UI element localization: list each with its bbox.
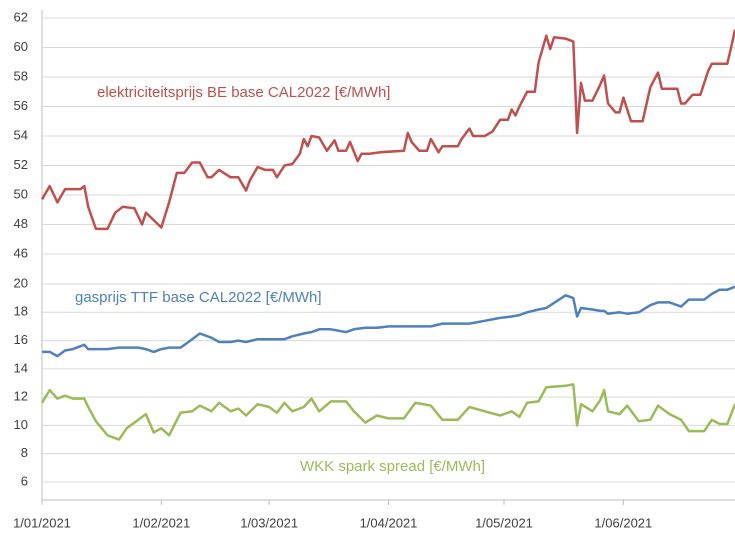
x-tick-label: 1/02/2021 <box>132 515 190 530</box>
series-label: WKK spark spread [€/MWh] <box>300 458 485 475</box>
y-tick-label: 50 <box>14 186 28 201</box>
line-series <box>40 383 735 441</box>
line-series <box>42 285 735 358</box>
x-tick-label: 1/05/2021 <box>475 515 533 530</box>
y-tick-label: 54 <box>14 127 28 142</box>
series-label: elektriciteitsprijs BE base CAL2022 [€/M… <box>97 84 390 101</box>
y-tick-label: 46 <box>14 245 28 260</box>
y-tick-label: 6 <box>21 473 28 488</box>
x-tick-label: 1/06/2021 <box>594 515 652 530</box>
y-tick-label: 12 <box>14 389 28 404</box>
x-tick-label: 1/04/2021 <box>360 515 418 530</box>
series-label: gasprijs TTF base CAL2022 [€/MWh] <box>75 289 322 306</box>
y-tick-label: 20 <box>14 275 28 290</box>
y-tick-label: 60 <box>14 39 28 54</box>
y-tick-label: 52 <box>14 157 28 172</box>
line-series <box>40 29 735 231</box>
y-tick-label: 58 <box>14 68 28 83</box>
y-tick-label: 18 <box>14 304 28 319</box>
y-tick-label: 56 <box>14 98 28 113</box>
y-tick-label: 48 <box>14 216 28 231</box>
y-tick-label: 8 <box>21 445 28 460</box>
x-tick-label: 1/01/2021 <box>13 515 71 530</box>
y-tick-label: 16 <box>14 332 28 347</box>
y-tick-label: 14 <box>14 360 28 375</box>
y-tick-label: 62 <box>14 9 28 24</box>
y-tick-label: 10 <box>14 417 28 432</box>
x-tick-label: 1/03/2021 <box>240 515 298 530</box>
